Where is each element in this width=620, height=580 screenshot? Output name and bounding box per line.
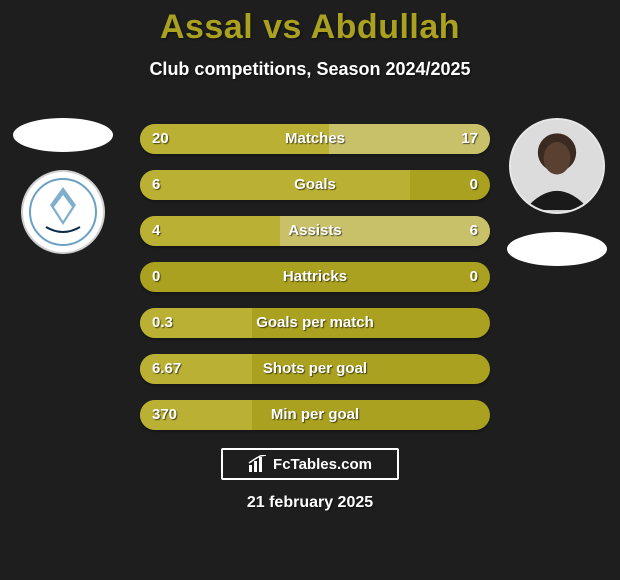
right-player-column <box>502 118 612 266</box>
stat-row: 20 Matches 17 <box>140 124 490 154</box>
stats-bars: 20 Matches 17 6 Goals 0 4 Assists 6 0 Ha… <box>140 124 490 430</box>
left-club-badge <box>21 170 105 254</box>
stat-left-value: 370 <box>152 400 177 430</box>
stat-right-value: 0 <box>470 170 478 200</box>
avatar-icon <box>511 118 603 212</box>
left-country-flag <box>13 118 113 152</box>
chart-icon <box>248 455 268 473</box>
footer-date: 21 february 2025 <box>0 494 620 512</box>
stat-row: 0.3 Goals per match <box>140 308 490 338</box>
stat-row: 4 Assists 6 <box>140 216 490 246</box>
stat-row: 6.67 Shots per goal <box>140 354 490 384</box>
bar-fill-left <box>140 170 410 200</box>
stat-left-value: 20 <box>152 124 169 154</box>
brand-badge[interactable]: FcTables.com <box>221 448 399 480</box>
brand-text: FcTables.com <box>273 456 372 473</box>
stat-label: Hattricks <box>140 262 490 292</box>
stat-row: 0 Hattricks 0 <box>140 262 490 292</box>
stat-right-value: 6 <box>470 216 478 246</box>
stat-left-value: 6 <box>152 170 160 200</box>
stat-left-value: 6.67 <box>152 354 181 384</box>
stat-right-value: 17 <box>461 124 478 154</box>
page-subtitle: Club competitions, Season 2024/2025 <box>0 59 620 80</box>
stat-left-value: 0 <box>152 262 160 292</box>
stat-left-value: 4 <box>152 216 160 246</box>
comparison-card: Assal vs Abdullah Club competitions, Sea… <box>0 0 620 580</box>
page-title: Assal vs Abdullah <box>0 0 620 47</box>
club-crest-icon <box>28 177 98 247</box>
left-player-column <box>8 118 118 254</box>
stat-left-value: 0.3 <box>152 308 173 338</box>
bar-fill-right <box>280 216 490 246</box>
stat-right-value: 0 <box>470 262 478 292</box>
stat-row: 6 Goals 0 <box>140 170 490 200</box>
right-country-flag <box>507 232 607 266</box>
bar-fill-left <box>140 216 280 246</box>
right-player-avatar <box>509 118 605 214</box>
stat-row: 370 Min per goal <box>140 400 490 430</box>
